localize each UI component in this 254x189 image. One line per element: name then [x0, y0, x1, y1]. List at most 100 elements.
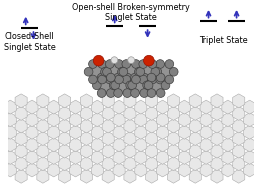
Polygon shape	[211, 169, 223, 183]
Circle shape	[156, 89, 165, 97]
Polygon shape	[15, 119, 27, 133]
Circle shape	[165, 60, 174, 68]
Circle shape	[109, 81, 118, 90]
Polygon shape	[178, 125, 190, 139]
Polygon shape	[26, 113, 38, 127]
Polygon shape	[88, 64, 107, 80]
Circle shape	[92, 81, 101, 90]
Polygon shape	[59, 169, 71, 183]
Polygon shape	[200, 163, 212, 177]
Polygon shape	[48, 113, 60, 127]
Circle shape	[114, 73, 122, 82]
Polygon shape	[70, 163, 82, 177]
Polygon shape	[70, 125, 82, 139]
Polygon shape	[102, 132, 114, 146]
Polygon shape	[4, 113, 16, 127]
Circle shape	[140, 89, 149, 97]
Polygon shape	[156, 150, 169, 164]
Polygon shape	[211, 157, 223, 171]
Polygon shape	[222, 100, 234, 114]
Polygon shape	[146, 119, 158, 133]
Polygon shape	[4, 100, 16, 114]
Polygon shape	[124, 94, 136, 108]
Polygon shape	[70, 100, 82, 114]
Polygon shape	[15, 106, 27, 120]
Polygon shape	[211, 106, 223, 120]
Circle shape	[156, 73, 165, 82]
Polygon shape	[102, 157, 114, 171]
Polygon shape	[124, 106, 136, 120]
Circle shape	[144, 81, 153, 90]
Polygon shape	[233, 144, 245, 158]
Polygon shape	[37, 119, 49, 133]
Polygon shape	[155, 64, 174, 80]
Polygon shape	[233, 157, 245, 171]
Polygon shape	[91, 163, 103, 177]
Text: Triplet State: Triplet State	[199, 36, 247, 45]
Polygon shape	[105, 64, 124, 80]
Polygon shape	[59, 94, 71, 108]
Polygon shape	[167, 157, 180, 171]
Polygon shape	[156, 138, 169, 152]
Polygon shape	[167, 144, 180, 158]
Polygon shape	[178, 113, 190, 127]
Polygon shape	[233, 119, 245, 133]
Polygon shape	[156, 113, 169, 127]
Polygon shape	[156, 100, 169, 114]
Polygon shape	[146, 157, 158, 171]
Polygon shape	[146, 94, 158, 108]
Polygon shape	[222, 138, 234, 152]
Circle shape	[97, 73, 106, 82]
Polygon shape	[211, 94, 223, 108]
Polygon shape	[222, 150, 234, 164]
Polygon shape	[114, 77, 132, 93]
Polygon shape	[167, 106, 180, 120]
Polygon shape	[102, 144, 114, 158]
Circle shape	[139, 75, 148, 84]
Polygon shape	[48, 150, 60, 164]
Polygon shape	[167, 119, 180, 133]
Polygon shape	[222, 163, 234, 177]
Polygon shape	[113, 125, 125, 139]
Circle shape	[148, 75, 157, 84]
Polygon shape	[0, 106, 5, 120]
Polygon shape	[102, 119, 114, 133]
Polygon shape	[0, 119, 5, 133]
Circle shape	[122, 60, 131, 68]
Polygon shape	[0, 144, 5, 158]
Circle shape	[111, 57, 118, 64]
Circle shape	[135, 67, 143, 76]
Polygon shape	[70, 138, 82, 152]
Polygon shape	[4, 163, 16, 177]
Polygon shape	[70, 113, 82, 127]
Polygon shape	[26, 125, 38, 139]
Polygon shape	[80, 157, 92, 171]
Circle shape	[93, 55, 104, 66]
Text: Closed-Shell
Singlet State: Closed-Shell Singlet State	[4, 32, 55, 52]
Polygon shape	[244, 113, 254, 127]
Circle shape	[139, 60, 148, 68]
Polygon shape	[102, 106, 114, 120]
Circle shape	[118, 67, 126, 76]
Polygon shape	[15, 169, 27, 183]
Polygon shape	[189, 132, 201, 146]
Circle shape	[106, 73, 115, 82]
Polygon shape	[124, 144, 136, 158]
Polygon shape	[48, 100, 60, 114]
Polygon shape	[167, 169, 180, 183]
Polygon shape	[37, 106, 49, 120]
Polygon shape	[189, 106, 201, 120]
Circle shape	[147, 89, 156, 97]
Polygon shape	[178, 163, 190, 177]
Circle shape	[147, 73, 156, 82]
Polygon shape	[80, 106, 92, 120]
Polygon shape	[15, 144, 27, 158]
Polygon shape	[80, 94, 92, 108]
Polygon shape	[113, 100, 125, 114]
Polygon shape	[189, 169, 201, 183]
Circle shape	[126, 81, 135, 90]
Polygon shape	[26, 100, 38, 114]
Polygon shape	[200, 138, 212, 152]
Polygon shape	[91, 150, 103, 164]
Circle shape	[106, 89, 115, 97]
